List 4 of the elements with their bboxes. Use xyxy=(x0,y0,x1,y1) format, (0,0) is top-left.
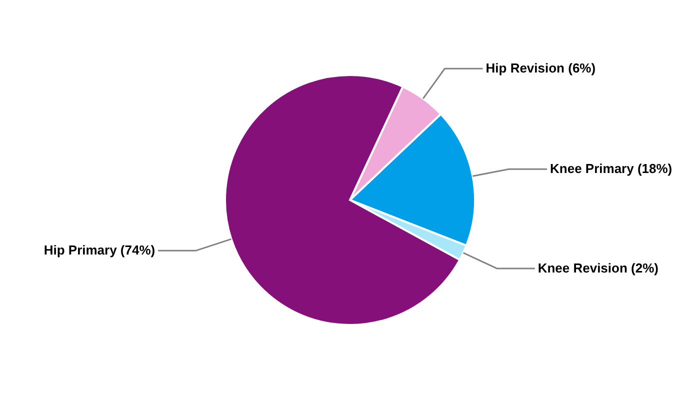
slice-label: Knee Primary (18%) xyxy=(550,161,672,176)
slice-label: Hip Revision (6%) xyxy=(486,60,596,76)
slice-label: Hip Primary (74%) xyxy=(44,242,156,258)
slice-label: Knee Revision (2%) xyxy=(538,260,658,276)
